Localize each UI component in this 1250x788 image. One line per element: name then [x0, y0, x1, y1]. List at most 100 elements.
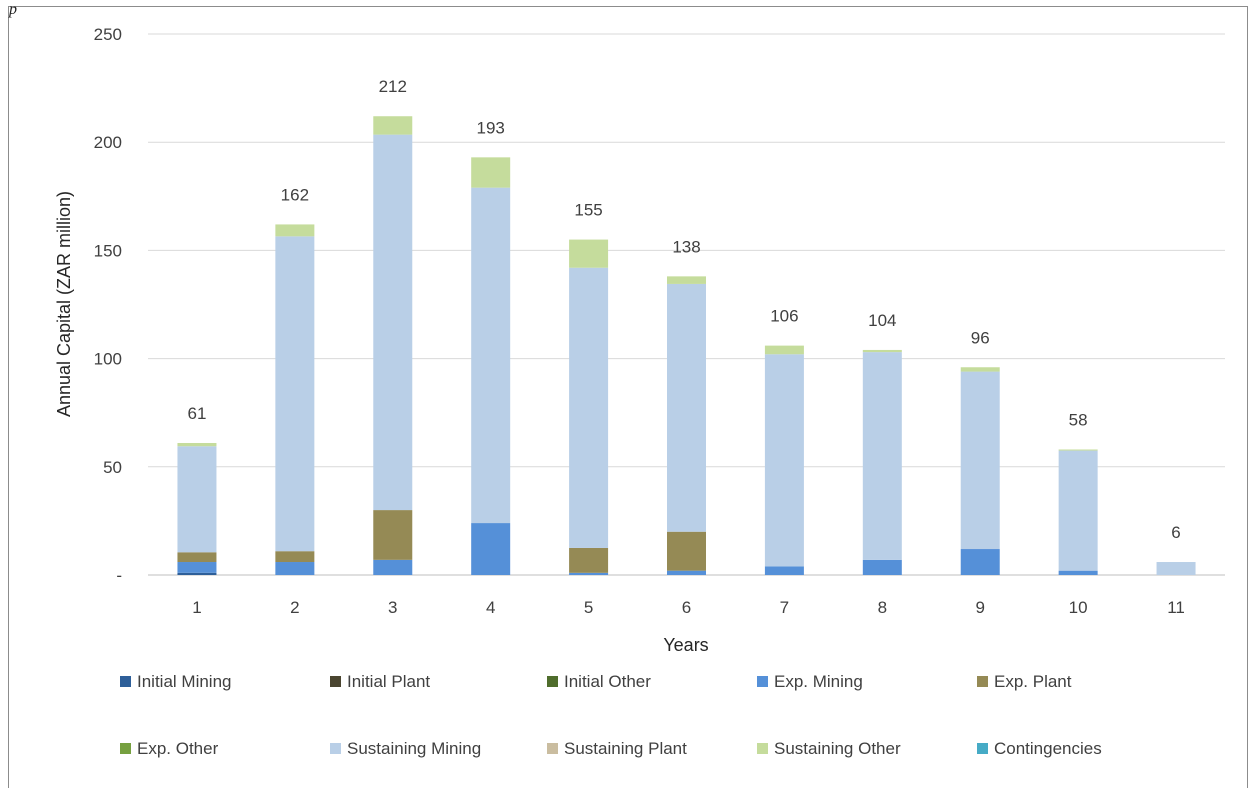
legend-item: Exp. Mining: [757, 672, 863, 691]
bar-segment: [862, 559, 902, 575]
x-tick-label: 8: [878, 598, 887, 617]
legend-label: Exp. Plant: [994, 672, 1072, 691]
bar-segment: [667, 570, 706, 575]
gridlines: [148, 33, 1225, 576]
bar-segment: [960, 549, 1000, 575]
legend-label: Initial Other: [564, 672, 651, 691]
data-label: 61: [187, 404, 206, 423]
bar-segment: [373, 134, 413, 511]
chart-frame: p: [8, 1, 1248, 788]
x-tick-label: 5: [584, 598, 593, 617]
legend-item: Sustaining Mining: [330, 739, 481, 758]
legend-swatch: [757, 743, 768, 754]
x-tick-label: 6: [682, 598, 691, 617]
bar-segment: [667, 276, 706, 284]
bar-segment: [862, 349, 902, 353]
legend-label: Sustaining Mining: [347, 739, 481, 758]
bar-segment: [177, 552, 217, 563]
legend-label: Initial Mining: [137, 672, 232, 691]
bar-segment: [569, 239, 609, 268]
data-label: 96: [971, 328, 990, 347]
legend-item: Initial Plant: [330, 672, 430, 691]
legend-label: Exp. Other: [137, 739, 219, 758]
data-label: 58: [1069, 410, 1088, 429]
legend-swatch: [330, 676, 341, 687]
data-labels: 61 162 212 193 155 138 106 104 96 58 6: [187, 77, 1180, 542]
bar-segment: [177, 446, 217, 553]
y-tick-label: 100: [94, 350, 122, 369]
bar-segment: [471, 187, 511, 524]
bar-segment: [1058, 570, 1098, 575]
legend-label: Initial Plant: [347, 672, 430, 691]
y-axis-ticks: - 50 100 150 200 250: [94, 25, 122, 585]
bar-segment: [667, 283, 706, 532]
x-axis-ticks: 1 2 3 4 5 6 7 8 9 10 11: [192, 598, 1185, 617]
y-tick-label: 150: [94, 241, 122, 260]
bar-segment: [373, 559, 413, 575]
x-tick-label: 2: [290, 598, 299, 617]
data-label: 104: [868, 311, 896, 330]
data-label: 6: [1171, 523, 1180, 542]
x-tick-label: 11: [1167, 598, 1185, 617]
legend-item: Exp. Other: [120, 739, 219, 758]
bar-segment: [177, 562, 217, 573]
bar-segment: [1156, 562, 1196, 575]
y-axis-title: Annual Capital (ZAR million): [54, 191, 74, 417]
bar-segment: [569, 267, 609, 548]
legend-swatch: [547, 676, 558, 687]
legend-item: Contingencies: [977, 739, 1102, 758]
legend-label: Sustaining Other: [774, 739, 901, 758]
bar-segment: [764, 566, 804, 575]
legend-swatch: [120, 676, 131, 687]
legend-item: Initial Other: [547, 672, 651, 691]
x-axis-title: Years: [663, 635, 708, 655]
bar-segment: [471, 157, 511, 188]
bar-segment: [373, 510, 413, 560]
legend-swatch: [977, 676, 988, 687]
data-label: 138: [672, 237, 700, 256]
legend-item: Initial Mining: [120, 672, 232, 691]
bar-segment: [764, 345, 804, 355]
bar-segment: [667, 531, 706, 571]
bar-segment: [764, 354, 804, 567]
x-tick-label: 1: [192, 598, 201, 617]
data-label: 162: [281, 185, 309, 204]
y-tick-label: 50: [103, 458, 122, 477]
y-tick-label: 250: [94, 25, 122, 44]
bar-segment: [960, 367, 1000, 372]
bar-segment: [960, 371, 1000, 550]
bar-segment: [373, 116, 413, 135]
legend-item: Sustaining Other: [757, 739, 901, 758]
bar-segment: [569, 547, 609, 573]
data-label: 155: [574, 201, 602, 220]
legend-label: Sustaining Plant: [564, 739, 687, 758]
bar-segment: [569, 572, 609, 575]
bar-segment: [862, 352, 902, 560]
bar-segment: [1058, 449, 1098, 451]
legend-swatch: [547, 743, 558, 754]
bars: [177, 116, 1196, 575]
bar-segment: [177, 442, 217, 447]
x-tick-label: 10: [1069, 598, 1088, 617]
bar-segment: [275, 236, 315, 552]
legend: Initial Mining Initial Plant Initial Other…: [120, 672, 1102, 758]
x-tick-label: 9: [975, 598, 984, 617]
x-tick-label: 4: [486, 598, 495, 617]
data-label: 106: [770, 307, 798, 326]
bar-segment: [177, 572, 217, 575]
data-label: 193: [476, 118, 504, 137]
legend-item: Sustaining Plant: [547, 739, 687, 758]
data-label: 212: [379, 77, 407, 96]
legend-label: Exp. Mining: [774, 672, 863, 691]
legend-swatch: [330, 743, 341, 754]
x-tick-label: 3: [388, 598, 397, 617]
bar-segment: [471, 523, 511, 575]
corner-mark: p: [9, 1, 17, 18]
y-tick-label: -: [116, 566, 122, 585]
legend-swatch: [757, 676, 768, 687]
y-tick-label: 200: [94, 133, 122, 152]
bar-segment: [275, 551, 315, 563]
bar-segment: [275, 224, 315, 237]
x-tick-label: 7: [780, 598, 789, 617]
